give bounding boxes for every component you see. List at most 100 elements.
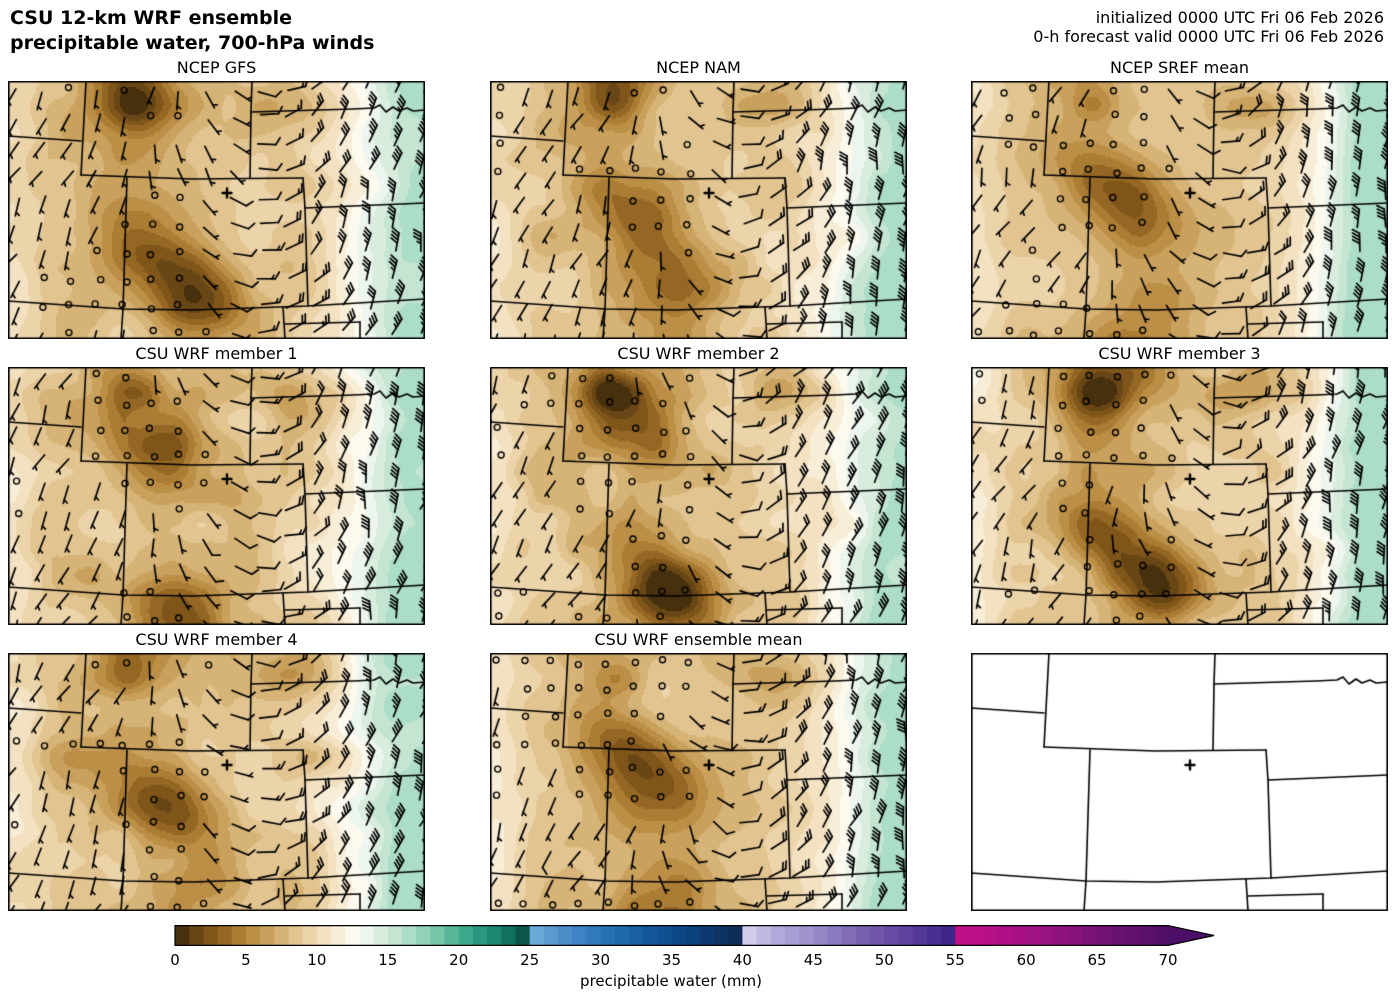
- panel-map-outline-only: [971, 629, 1388, 911]
- colorbar-tick-label-65: 65: [1087, 951, 1107, 969]
- colorbar-segment: [1026, 925, 1041, 946]
- colorbar-tick-label-70: 70: [1158, 951, 1178, 969]
- panel-title-csu-wrf-member-3: CSU WRF member 3: [1098, 344, 1261, 363]
- colorbar-segment: [501, 925, 517, 946]
- colorbar-segment: [217, 925, 233, 946]
- panel-ncep-nam: NCEP NAM: [490, 57, 907, 339]
- colorbar-segment: [1054, 925, 1070, 946]
- colorbar-segment: [458, 925, 474, 946]
- figure-title: CSU 12-km WRF ensemble precipitable wate…: [10, 6, 374, 56]
- colorbar-segment: [472, 925, 488, 946]
- colorbar-segment: [969, 925, 985, 946]
- colorbar-tick-label-25: 25: [520, 951, 540, 969]
- colorbar-segment: [997, 925, 1013, 946]
- panel-csu-wrf-member-3: CSU WRF member 3: [971, 343, 1388, 625]
- colorbar-segment: [884, 925, 900, 946]
- panel-csu-wrf-member-2: CSU WRF member 2: [490, 343, 907, 625]
- colorbar-segment: [628, 925, 644, 946]
- colorbar-segment: [742, 925, 758, 946]
- colorbar-segment: [401, 925, 417, 946]
- init-time-text: initialized 0000 UTC Fri 06 Feb 2026: [1095, 8, 1384, 27]
- colorbar-segment: [189, 925, 204, 946]
- colorbar-segment: [274, 925, 290, 946]
- colorbar-tick-label-35: 35: [661, 951, 682, 969]
- colorbar-segment: [1125, 925, 1141, 946]
- panel-title-map-outline-only: [971, 629, 1388, 653]
- colorbar-segment: [1111, 925, 1127, 946]
- map-canvas-csu-wrf-member-1: [8, 367, 425, 625]
- colorbar-segment: [487, 925, 502, 946]
- colorbar: [174, 925, 1215, 946]
- figure-title-line2: precipitable water, 700-hPa winds: [10, 32, 375, 54]
- map-canvas-csu-wrf-ensemble-mean: [490, 653, 907, 911]
- colorbar-segment: [1153, 925, 1169, 946]
- colorbar-segment: [543, 925, 559, 946]
- colorbar-segment: [260, 925, 275, 946]
- colorbar-segment: [1082, 925, 1098, 946]
- colorbar-segment: [302, 925, 318, 946]
- colorbar-segment: [614, 925, 630, 946]
- colorbar-segment: [870, 925, 885, 946]
- colorbar-tick-label-0: 0: [170, 951, 180, 969]
- colorbar-tick-label-5: 5: [241, 951, 251, 969]
- colorbar-tick-label-40: 40: [732, 951, 752, 969]
- figure-title-line1: CSU 12-km WRF ensemble: [10, 7, 292, 29]
- valid-time-text: 0-h forecast valid 0000 UTC Fri 06 Feb 2…: [1033, 27, 1384, 46]
- colorbar-segment: [728, 925, 744, 946]
- map-canvas-ncep-nam: [490, 81, 907, 339]
- colorbar-segment: [586, 925, 602, 946]
- colorbar-segment: [784, 925, 800, 946]
- colorbar-tick-label-30: 30: [591, 951, 611, 969]
- map-canvas-outline-only: [971, 653, 1388, 911]
- panel-title-csu-wrf-member-4: CSU WRF member 4: [135, 630, 298, 649]
- panel-csu-wrf-member-4: CSU WRF member 4: [8, 629, 425, 911]
- colorbar-segment: [1040, 925, 1056, 946]
- colorbar-segment: [827, 925, 843, 946]
- colorbar-segment: [699, 925, 715, 946]
- colorbar-segment: [643, 925, 658, 946]
- colorbar-segment: [855, 925, 871, 946]
- colorbar-segment: [983, 925, 999, 946]
- map-canvas-ncep-gfs: [8, 81, 425, 339]
- colorbar-segment: [373, 925, 389, 946]
- panel-title-ncep-sref-mean: NCEP SREF mean: [1109, 58, 1250, 77]
- colorbar-segment: [175, 925, 190, 946]
- colorbar-segment: [245, 925, 261, 946]
- panel-title-csu-wrf-ensemble-mean: CSU WRF ensemble mean: [594, 630, 803, 649]
- panel-title-csu-wrf-member-1: CSU WRF member 1: [135, 344, 298, 363]
- panel-title-csu-wrf-member-2: CSU WRF member 2: [617, 344, 780, 363]
- colorbar-segment: [770, 925, 786, 946]
- colorbar-segment: [898, 925, 914, 946]
- colorbar-segment: [841, 925, 857, 946]
- colorbar-segment: [345, 925, 361, 946]
- colorbar-segment: [1068, 925, 1084, 946]
- colorbar-tick-label-20: 20: [449, 951, 469, 969]
- colorbar-segment: [288, 925, 304, 946]
- map-canvas-ncep-sref-mean: [971, 81, 1388, 339]
- colorbar-frame: [174, 925, 1215, 946]
- panel-title-ncep-gfs: NCEP GFS: [176, 58, 257, 77]
- colorbar-segment: [515, 925, 531, 946]
- colorbar-label: precipitable water (mm): [580, 972, 762, 990]
- colorbar-segment: [572, 925, 587, 946]
- colorbar-segment: [558, 925, 573, 946]
- panel-title-ncep-nam: NCEP NAM: [656, 58, 741, 77]
- map-canvas-csu-wrf-member-2: [490, 367, 907, 625]
- colorbar-segment: [316, 925, 332, 946]
- figure-timestamps: initialized 0000 UTC Fri 06 Feb 2026 0-h…: [1033, 8, 1384, 46]
- colorbar-segment: [231, 925, 247, 946]
- colorbar-tick-label-10: 10: [307, 951, 327, 969]
- colorbar-segment: [600, 925, 616, 946]
- colorbar-segment: [203, 925, 219, 946]
- colorbar-segment: [430, 925, 446, 946]
- colorbar-segment: [331, 925, 346, 946]
- map-canvas-csu-wrf-member-4: [8, 653, 425, 911]
- colorbar-segment: [1097, 925, 1112, 946]
- colorbar-segment: [714, 925, 729, 946]
- map-canvas-csu-wrf-member-3: [971, 367, 1388, 625]
- colorbar-segment: [1139, 925, 1155, 946]
- colorbar-tick-label-50: 50: [874, 951, 894, 969]
- colorbar-segment: [756, 925, 772, 946]
- panel-ncep-gfs: NCEP GFS: [8, 57, 425, 339]
- panel-csu-wrf-member-1: CSU WRF member 1: [8, 343, 425, 625]
